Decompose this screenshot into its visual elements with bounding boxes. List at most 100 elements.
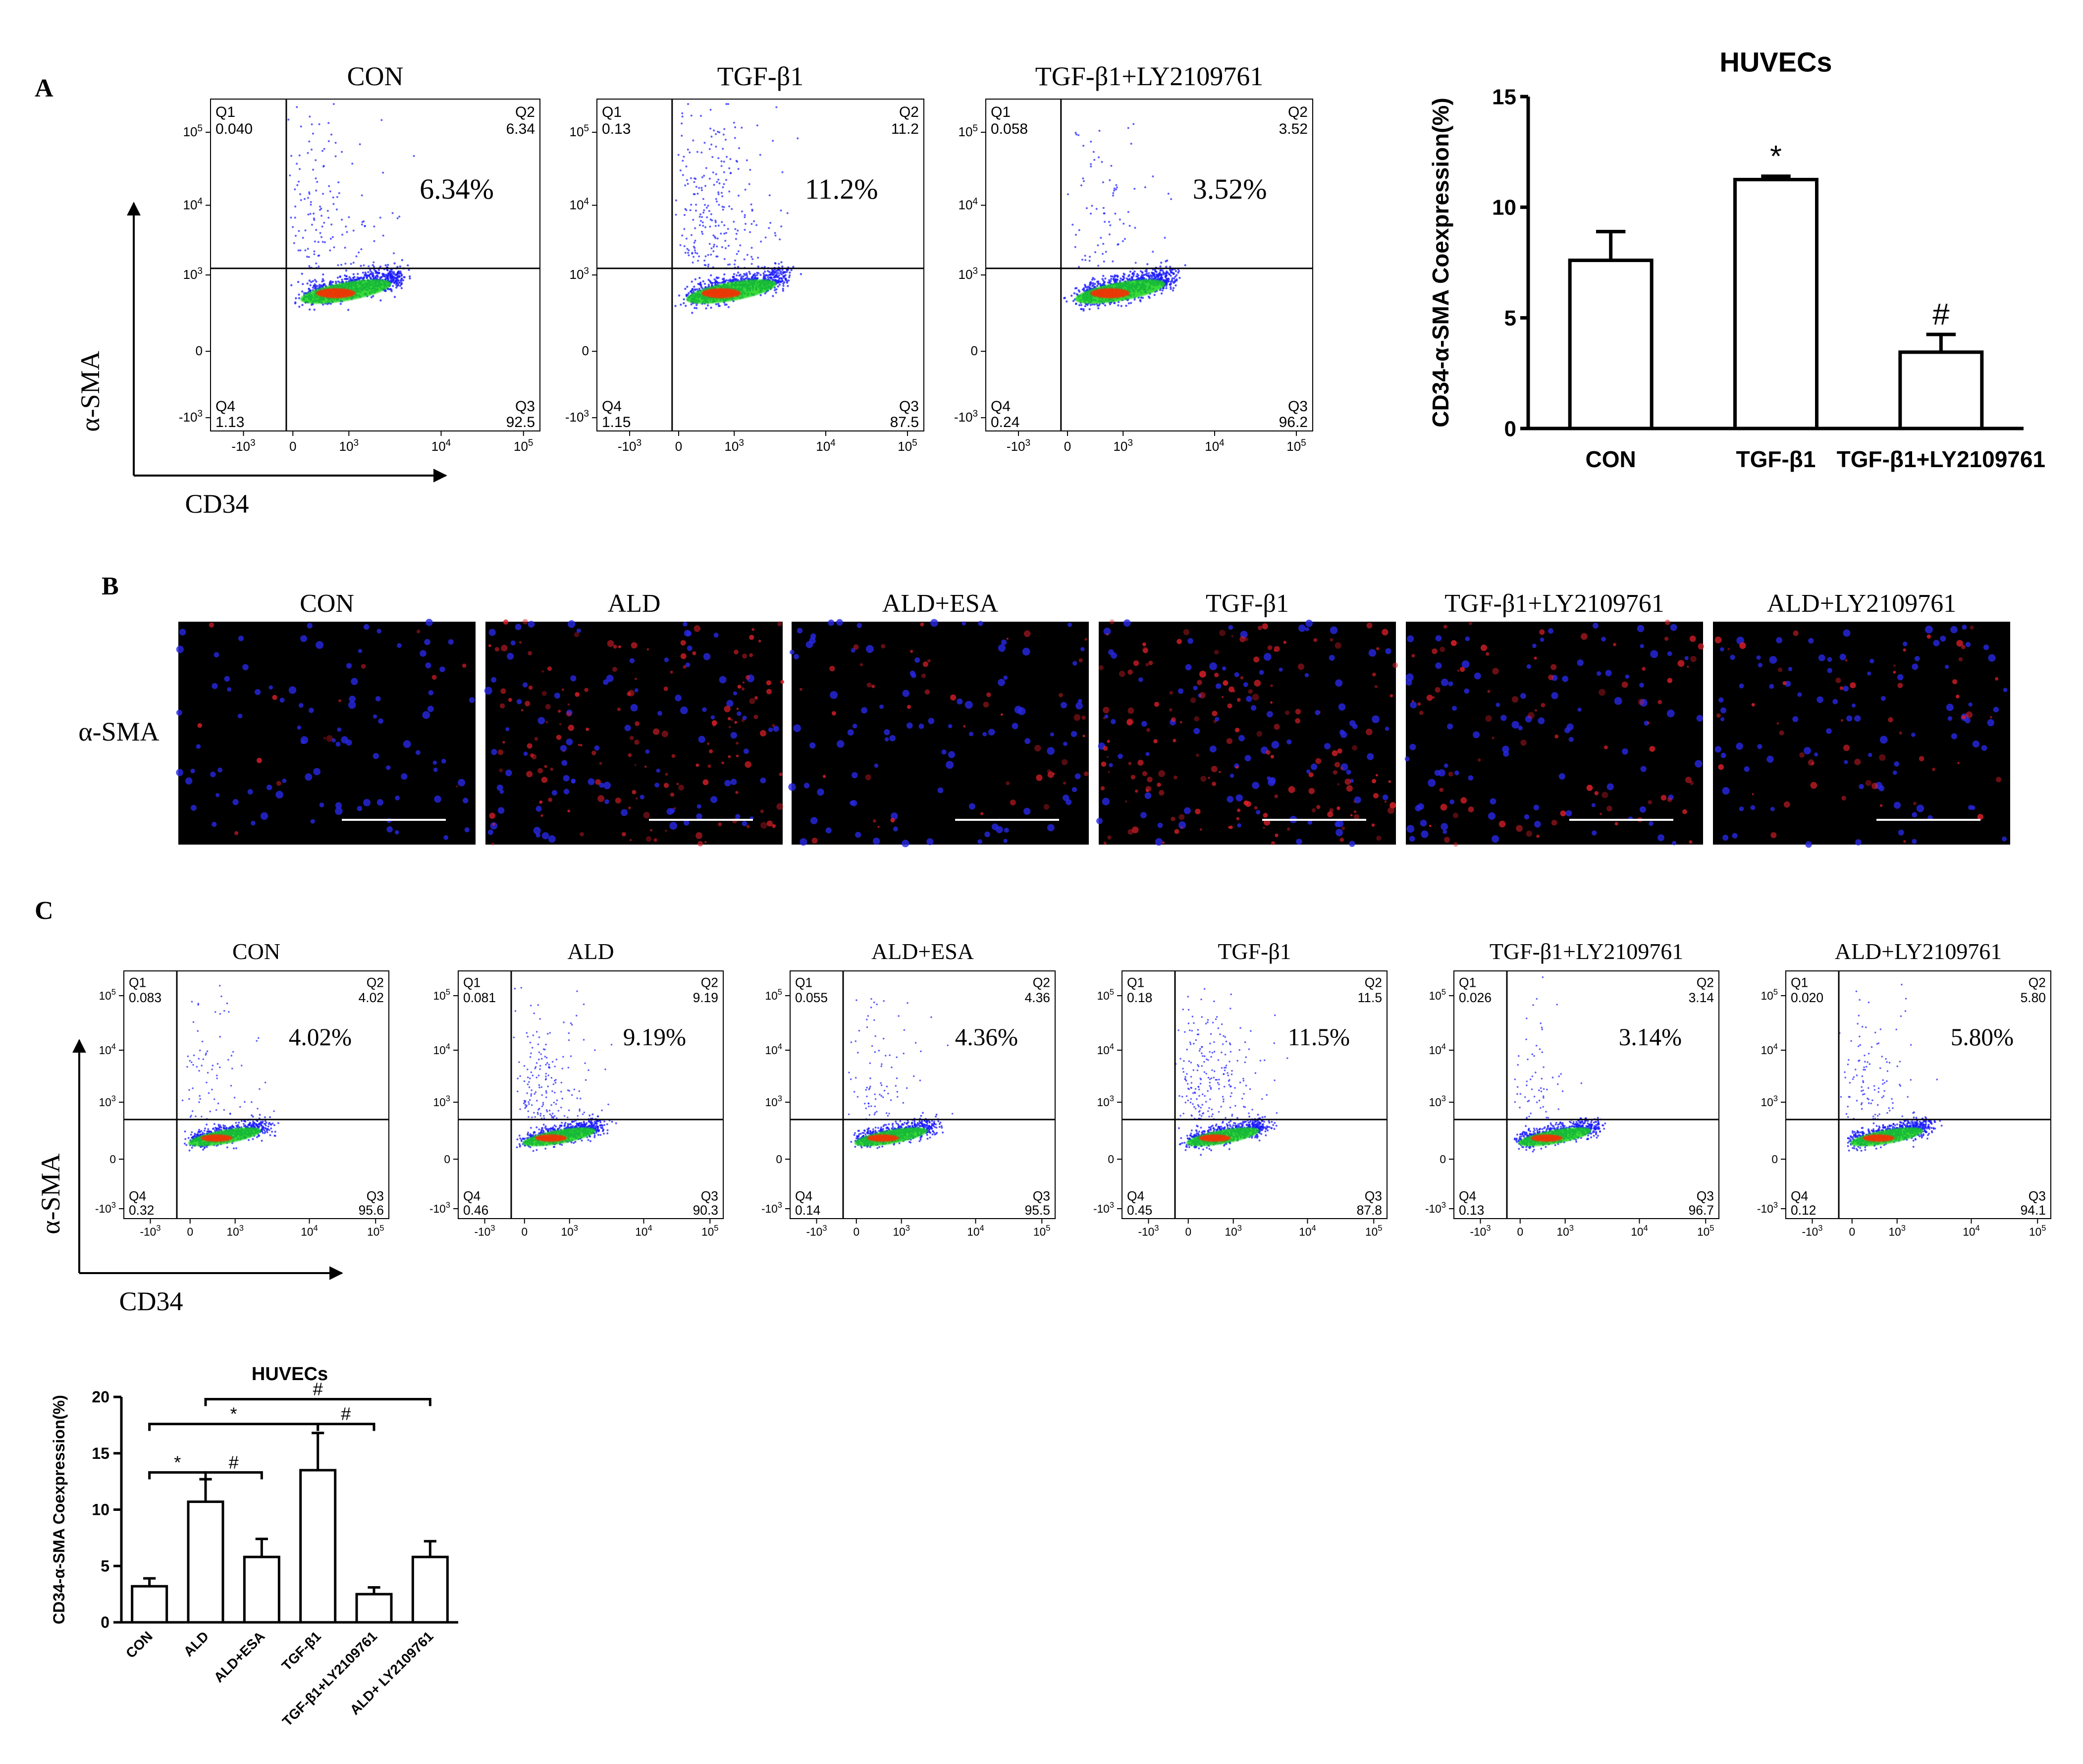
panel-a-event-dot [389, 272, 392, 275]
stain-dot [736, 742, 739, 745]
stain-dot [665, 829, 667, 832]
panel-a-event-dot [334, 155, 337, 158]
nucleus-dot [742, 821, 748, 826]
panel-a-event-dot [1165, 281, 1168, 283]
stain-dot [1372, 779, 1377, 784]
panel-a-event-dot [1175, 284, 1177, 287]
stain-dot [1199, 692, 1206, 699]
panel-c-event-dot [271, 1130, 273, 1133]
image-title: ALD+LY2109761 [1767, 589, 1956, 618]
panel-a-event-dot [373, 225, 375, 228]
nucleus-dot [1649, 821, 1654, 826]
panel-a-event-dot [725, 232, 728, 234]
panel-a-event-dot [737, 250, 740, 253]
stain-dot [1270, 754, 1275, 759]
stain-dot [1727, 647, 1730, 650]
panel-a-y-tick-label: 105 [183, 123, 203, 139]
stain-dot [1126, 719, 1133, 726]
nucleus-dot [1770, 806, 1775, 811]
panel-a-event-dot [752, 274, 755, 277]
panel-a-event-dot [400, 283, 403, 286]
panel-a-event-dot [713, 244, 715, 246]
panel-a-event-dot [715, 303, 718, 306]
panel-a-event-dot [768, 194, 771, 197]
stain-dot [1448, 771, 1453, 777]
panel-a-event-dot [312, 132, 314, 135]
nucleus-dot [316, 641, 324, 649]
nucleus-dot [1420, 819, 1427, 827]
stain-dot [1468, 806, 1474, 812]
panel-a-event-dot [723, 160, 725, 163]
panel-a-event-dot [1151, 276, 1153, 279]
panel-a-event-dot [737, 229, 739, 232]
panel-a-event-dot [294, 216, 296, 219]
stain-dot [734, 649, 739, 655]
panel-a-event-dot [718, 182, 721, 185]
nucleus-dot [548, 835, 556, 843]
panel-a-event-dot [1166, 259, 1169, 262]
panel-c-event-dot [219, 1124, 221, 1126]
panel-a-event-dot [334, 142, 337, 144]
panel-a-event-dot [1088, 260, 1091, 262]
nucleus-dot [351, 678, 358, 685]
panel-a-event-dot [701, 216, 703, 218]
stain-dot [1376, 835, 1382, 841]
stain-dot [1332, 750, 1338, 756]
nucleus-dot [1183, 807, 1191, 814]
panel-a-event-dot [361, 223, 363, 226]
stain-dot [567, 809, 570, 813]
nucleus-dot [982, 732, 987, 737]
stain-dot [742, 653, 748, 659]
panel-c-event-dot [190, 1133, 192, 1136]
nucleus-dot [1551, 692, 1558, 699]
panel-a-event-dot [1108, 233, 1111, 236]
panel-a-y-tick-exponent: 3 [197, 409, 203, 419]
nucleus-dot [621, 809, 628, 816]
nucleus-dot [909, 670, 915, 676]
nucleus-dot [1827, 657, 1832, 662]
panel-a-event-dot [315, 280, 318, 283]
panel-a-event-dot [386, 277, 388, 279]
panel-a-event-dot [768, 273, 771, 276]
stain-dot [567, 703, 570, 706]
nucleus-dot [797, 628, 803, 634]
panel-a-event-dot [358, 251, 360, 254]
panel-a-event-dot [704, 226, 706, 228]
stain-dot [890, 818, 895, 823]
stain-dot [680, 640, 686, 646]
stain-dot [1962, 715, 1966, 720]
stain-dot [628, 806, 631, 809]
panel-a-event-dot [315, 262, 318, 265]
nucleus-dot [1335, 679, 1343, 687]
nucleus-dot [1237, 823, 1241, 828]
nucleus-dot [1720, 717, 1725, 722]
panel-a-event-dot [710, 135, 713, 138]
stain-dot [760, 809, 764, 813]
chart-a-category-label: TGF-β1 [1736, 446, 1816, 472]
stain-dot [1690, 656, 1697, 662]
image-background [178, 622, 476, 845]
stain-dot [730, 718, 733, 721]
nucleus-dot [348, 701, 356, 709]
panel-a-event-dot [786, 280, 788, 283]
panel-c-event-dot [277, 1122, 279, 1124]
panel-a-event-dot [703, 282, 706, 285]
panel-a-event-dot [313, 253, 316, 256]
stain-dot [1541, 702, 1546, 707]
panel-a-event-dot [737, 279, 740, 281]
stain-dot [1835, 678, 1841, 683]
nucleus-dot [1520, 693, 1526, 699]
panel-a-event-dot [720, 160, 723, 162]
panel-a-event-dot [365, 274, 368, 277]
stain-dot [1372, 672, 1376, 677]
panel-a-event-dot [321, 241, 324, 243]
stain-dot [1664, 619, 1670, 625]
panel-a-event-dot [709, 127, 712, 130]
nucleus-dot [687, 645, 693, 651]
panel-a-event-dot [711, 219, 713, 221]
nucleus-dot [1372, 715, 1380, 723]
stain-dot [1098, 665, 1104, 670]
panel-a-event-dot [1090, 140, 1092, 143]
panel-a-event-dot [749, 168, 751, 171]
panel-a-event-dot [701, 221, 704, 223]
